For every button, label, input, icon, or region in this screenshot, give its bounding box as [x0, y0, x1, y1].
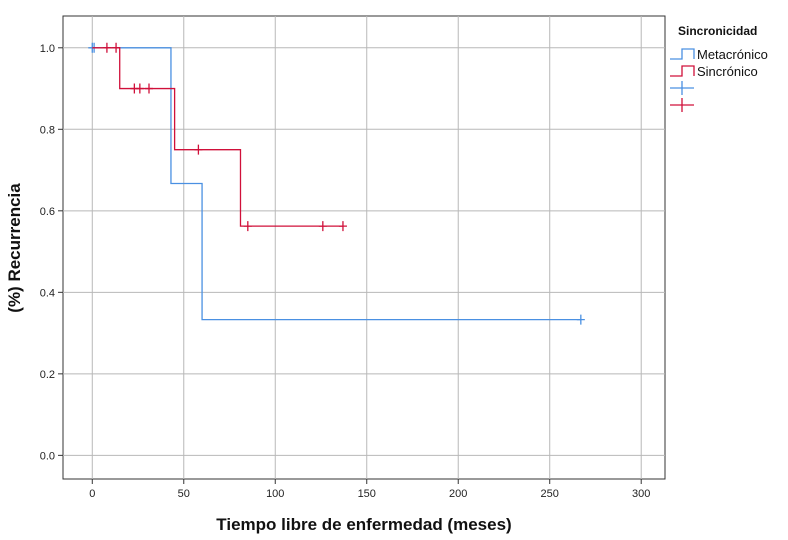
censor-mark — [145, 83, 153, 94]
censor-mark — [135, 83, 144, 94]
y-tick-label: 0.0 — [40, 450, 55, 462]
censor-mark — [112, 42, 121, 53]
legend-label: Sincrónico — [697, 64, 758, 79]
series-line-0 — [92, 47, 581, 321]
y-tick-label: 1.0 — [40, 43, 55, 55]
y-tick-label: 0.8 — [40, 124, 55, 136]
censor-mark — [243, 221, 252, 232]
plot-area — [62, 15, 666, 480]
censor-mark — [318, 221, 327, 232]
series-group — [88, 42, 585, 325]
x-tick-label: 150 — [358, 488, 376, 500]
censor-mark — [576, 314, 585, 325]
censor-mark — [102, 42, 111, 53]
x-tick-label: 0 — [89, 488, 95, 500]
x-tick-label: 250 — [541, 488, 559, 500]
legend-censor-icon — [670, 98, 694, 112]
legend-censor-icon — [670, 81, 694, 95]
y-tick-label: 0.2 — [40, 369, 55, 381]
y-tick-labels: 0.0 0.2 0.4 0.6 0.8 1.0 — [40, 43, 63, 462]
y-tick-label: 0.4 — [40, 287, 55, 299]
legend-label: Metacrónico — [697, 47, 768, 62]
legend: Sincronicidad Metacrónico Sincrónico — [670, 24, 768, 112]
x-tick-label: 300 — [632, 488, 650, 500]
x-axis-title: Tiempo libre de enfermedad (meses) — [216, 515, 511, 534]
series-line-1 — [92, 47, 343, 227]
y-axis-title: (%) Recurrencia — [5, 183, 24, 313]
x-tick-label: 50 — [178, 488, 190, 500]
x-tick-label: 100 — [266, 488, 284, 500]
legend-items: Metacrónico Sincrónico — [670, 47, 768, 112]
legend-step-icon — [670, 48, 695, 60]
x-tick-labels: 0 50 100 150 200 250 300 — [89, 479, 650, 500]
censor-mark — [338, 221, 347, 232]
legend-title: Sincronicidad — [678, 24, 757, 38]
legend-step-icon — [670, 65, 695, 77]
censor-mark — [194, 144, 203, 155]
y-tick-label: 0.6 — [40, 206, 55, 218]
x-tick-label: 200 — [449, 488, 467, 500]
